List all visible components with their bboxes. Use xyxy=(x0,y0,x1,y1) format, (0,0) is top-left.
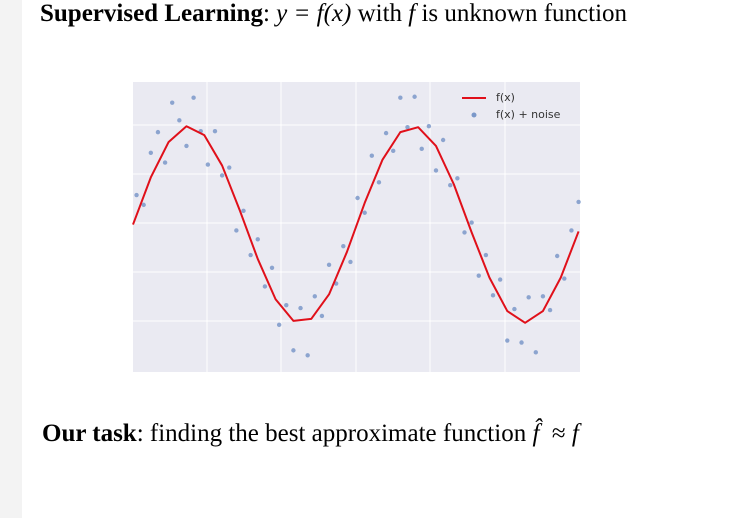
noise-point xyxy=(540,294,546,299)
noise-point xyxy=(483,252,489,258)
heading-rest: is unknown function xyxy=(421,0,628,27)
legend-label: f(x) xyxy=(496,91,515,104)
noise-point xyxy=(305,353,310,358)
noise-point xyxy=(519,340,524,345)
noise-point xyxy=(319,313,325,319)
noise-point xyxy=(298,305,303,311)
noise-point xyxy=(262,284,268,289)
noise-point xyxy=(255,237,260,242)
noise-point xyxy=(312,294,317,299)
heading-with: with xyxy=(357,0,403,27)
noise-point xyxy=(462,230,467,235)
heading: Supervised Learning: y = f(x) with f is … xyxy=(40,0,627,28)
noise-point xyxy=(284,302,289,308)
noise-point xyxy=(191,95,196,100)
task-f: f xyxy=(571,420,579,447)
task: Our task: finding the best approximate f… xyxy=(42,420,579,448)
noise-point xyxy=(440,137,446,143)
noise-point xyxy=(419,146,424,152)
noise-point xyxy=(369,153,375,158)
noise-point xyxy=(512,306,517,312)
legend-label: f(x) + noise xyxy=(496,108,561,121)
noise-point xyxy=(248,252,253,258)
noise-point xyxy=(383,130,389,136)
noise-point xyxy=(497,277,503,282)
noise-point xyxy=(212,128,218,134)
noise-point xyxy=(355,195,360,201)
noise-point xyxy=(533,350,538,355)
noise-point xyxy=(547,307,553,313)
noise-point xyxy=(177,118,182,123)
heading-formula: y = f(x) xyxy=(276,0,352,27)
noise-point xyxy=(405,125,410,130)
noise-point xyxy=(426,124,432,129)
noise-point xyxy=(455,176,460,181)
noise-point xyxy=(490,293,496,298)
noise-point xyxy=(234,228,239,233)
heading-bold: Supervised Learning xyxy=(40,0,263,27)
noise-point xyxy=(391,148,396,154)
noise-point xyxy=(562,276,567,281)
noise-point xyxy=(341,243,346,249)
noise-point xyxy=(326,262,332,268)
noise-point xyxy=(398,95,403,100)
task-approx: ≈ xyxy=(551,420,566,447)
noise-point xyxy=(155,129,161,135)
noise-point xyxy=(469,220,474,225)
noise-point xyxy=(170,100,175,105)
noise-point xyxy=(184,143,189,149)
legend-swatch xyxy=(471,112,477,118)
function-line xyxy=(132,125,580,324)
noise-point xyxy=(134,192,139,198)
noise-point xyxy=(141,202,146,208)
noise-point xyxy=(448,183,453,188)
noise-point xyxy=(291,348,296,353)
gutter xyxy=(0,0,22,518)
noise-point xyxy=(376,180,382,185)
noise-point xyxy=(412,94,417,99)
task-text: : finding the best approximate function xyxy=(136,420,527,447)
noise-point xyxy=(505,338,510,343)
heading-sep: : xyxy=(262,0,270,27)
noise-point xyxy=(526,295,531,300)
noise-point xyxy=(569,228,574,233)
task-bold: Our task xyxy=(42,420,137,447)
noise-point xyxy=(476,273,481,278)
noise-point xyxy=(205,162,211,167)
noise-point xyxy=(348,259,353,265)
heading-f: f xyxy=(408,0,416,27)
noise-point xyxy=(554,253,560,259)
noise-point xyxy=(241,208,246,213)
noise-point xyxy=(162,160,168,165)
noise-point xyxy=(219,173,225,178)
task-fhat: f̂ xyxy=(532,420,540,447)
noise-point xyxy=(576,199,581,205)
noise-point xyxy=(276,322,282,328)
noise-point xyxy=(269,265,275,270)
noise-point xyxy=(433,168,439,173)
noise-point xyxy=(362,210,367,215)
noise-point xyxy=(148,150,154,155)
noise-point xyxy=(227,165,232,170)
